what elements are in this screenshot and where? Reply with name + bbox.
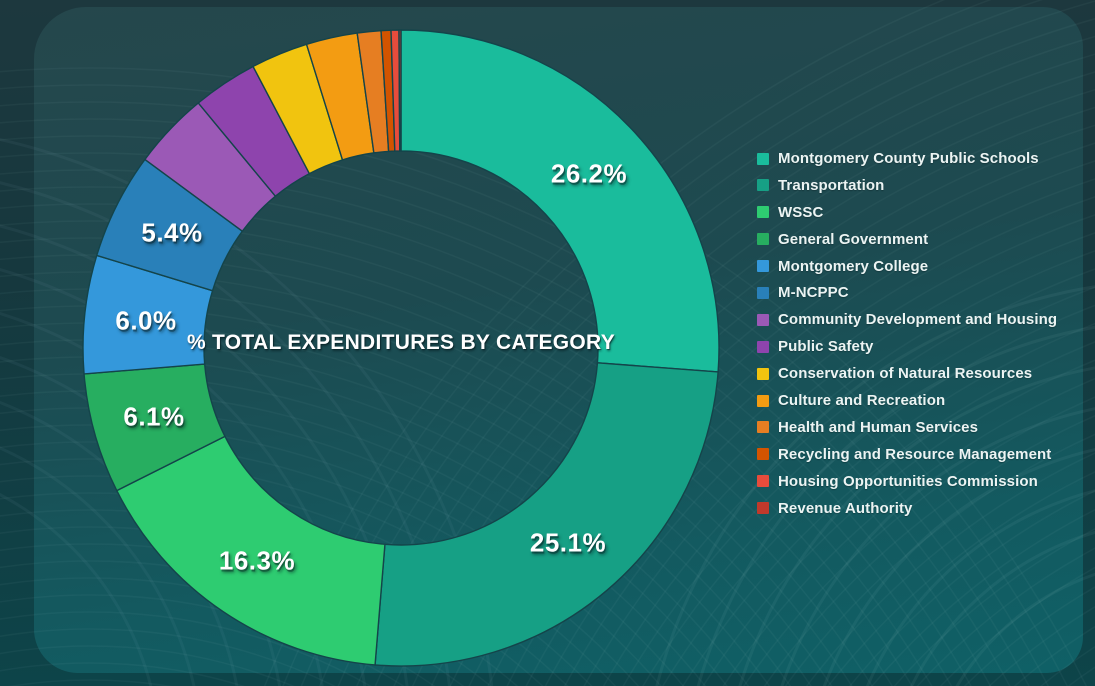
legend-swatch-icon	[757, 152, 769, 165]
legend-label: Housing Opportunities Commission	[778, 472, 1038, 490]
slice-value-label-montgomery-county-public-schools: 26.2%	[550, 158, 628, 189]
slice-montgomery-county-public-schools[interactable]	[400, 29, 720, 373]
legend-label: Culture and Recreation	[778, 392, 946, 410]
legend-swatch-icon	[757, 179, 769, 192]
legend-label: Health and Human Services	[778, 418, 979, 436]
legend-swatch-icon	[757, 206, 769, 219]
chart-card: 26.2% 25.1% 16.3% 6.1% 6.0% 5.4% % TOTAL EXPE…	[34, 7, 1083, 673]
legend-swatch-icon	[757, 394, 769, 407]
legend-label: Montgomery College	[778, 257, 929, 275]
legend-item-recycling-and-resource-management[interactable]: Recycling and Resource Management	[757, 445, 1057, 464]
legend-item-montgomery-county-public-schools[interactable]: Montgomery County Public Schools	[757, 149, 1057, 168]
legend-label: Montgomery County Public Schools	[778, 150, 1039, 167]
legend-item-public-safety[interactable]: Public Safety	[757, 337, 1057, 356]
legend-item-general-government[interactable]: General Government	[757, 230, 1057, 249]
legend-item-m-ncppc[interactable]: M-NCPPC	[757, 283, 1057, 302]
chart-legend: Montgomery County Public Schools Transpor…	[757, 149, 1057, 525]
legend-swatch-icon	[757, 502, 769, 515]
legend-item-housing-opportunities-commission[interactable]: Housing Opportunities Commission	[757, 472, 1057, 491]
slice-value-label-montgomery-college: 6.0%	[115, 305, 177, 336]
legend-swatch-icon	[757, 367, 769, 380]
legend-label: General Government	[778, 230, 929, 248]
slice-value-label-transportation: 25.1%	[529, 527, 607, 558]
legend-item-community-development-and-housing[interactable]: Community Development and Housing	[757, 310, 1057, 329]
legend-swatch-icon	[757, 233, 769, 246]
legend-label: M-NCPPC	[778, 284, 849, 302]
legend-item-revenue-authority[interactable]: Revenue Authority	[757, 499, 1057, 518]
legend-item-conservation-of-natural-resources[interactable]: Conservation of Natural Resources	[757, 364, 1057, 383]
legend-swatch-icon	[757, 260, 769, 273]
legend-item-transportation[interactable]: Transportation	[757, 176, 1057, 195]
legend-swatch-icon	[757, 475, 769, 488]
slice-value-label-general-government: 6.1%	[123, 401, 185, 432]
slice-value-label-m-ncppc: 5.4%	[141, 217, 203, 248]
legend-item-health-and-human-services[interactable]: Health and Human Services	[757, 418, 1057, 437]
legend-swatch-icon	[757, 286, 769, 299]
legend-label: Transportation	[778, 176, 885, 194]
legend-item-montgomery-college[interactable]: Montgomery College	[757, 257, 1057, 276]
legend-swatch-icon	[757, 448, 769, 461]
legend-item-culture-and-recreation[interactable]: Culture and Recreation	[757, 391, 1057, 410]
slice-revenue-authority[interactable]	[398, 29, 402, 152]
legend-label: Revenue Authority	[778, 499, 913, 517]
legend-label: Conservation of Natural Resources	[778, 365, 1033, 383]
legend-swatch-icon	[757, 313, 769, 326]
slice-value-label-wssc: 16.3%	[218, 545, 296, 576]
legend-label: Community Development and Housing	[778, 311, 1058, 329]
legend-swatch-icon	[757, 421, 769, 434]
legend-label: Recycling and Resource Management	[778, 445, 1052, 463]
legend-label: Public Safety	[778, 338, 874, 356]
chart-title: % TOTAL EXPENDITURES BY CATEGORY	[186, 331, 616, 354]
legend-item-wssc[interactable]: WSSC	[757, 203, 1057, 222]
legend-label: WSSC	[778, 203, 824, 221]
donut-chart[interactable]	[34, 7, 1083, 673]
slice-transportation[interactable]	[374, 362, 719, 667]
legend-swatch-icon	[757, 340, 769, 353]
